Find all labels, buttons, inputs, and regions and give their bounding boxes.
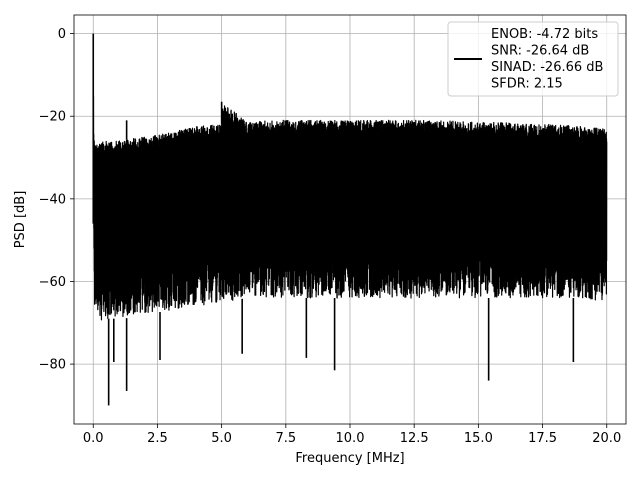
x-tick-label: 15.0 (464, 431, 493, 446)
y-tick-label: −40 (39, 192, 66, 207)
y-axis-label: PSD [dB] (13, 191, 28, 249)
y-tick-label: −60 (39, 275, 66, 290)
y-axis: 0 −20 −40 −60 −80 (39, 27, 74, 373)
x-tick-label: 7.5 (275, 431, 296, 446)
x-tick-label: 20.0 (592, 431, 621, 446)
y-tick-label: 0 (58, 27, 66, 42)
y-tick-label: −80 (39, 358, 66, 373)
x-tick-label: 2.5 (147, 431, 168, 446)
legend-snr: SNR: -26.64 dB (491, 44, 589, 59)
y-tick-label: −20 (39, 110, 66, 125)
x-tick-label: 10.0 (336, 431, 365, 446)
x-tick-label: 5.0 (211, 431, 232, 446)
psd-trace (92, 34, 608, 321)
x-axis-label: Frequency [MHz] (295, 451, 404, 466)
legend: ENOB: -4.72 bits SNR: -26.64 dB SINAD: -… (447, 21, 619, 97)
legend-box (447, 21, 619, 97)
legend-enob: ENOB: -4.72 bits (491, 27, 598, 42)
legend-sinad: SINAD: -26.66 dB (491, 60, 603, 75)
x-axis: 0.0 2.5 5.0 7.5 10.0 12.5 15.0 17.5 20.0 (83, 424, 621, 446)
legend-sfdr: SFDR: 2.15 (491, 77, 563, 92)
x-tick-label: 12.5 (400, 431, 429, 446)
x-tick-label: 0.0 (83, 431, 104, 446)
plot-area (92, 33, 608, 406)
x-tick-label: 17.5 (528, 431, 557, 446)
